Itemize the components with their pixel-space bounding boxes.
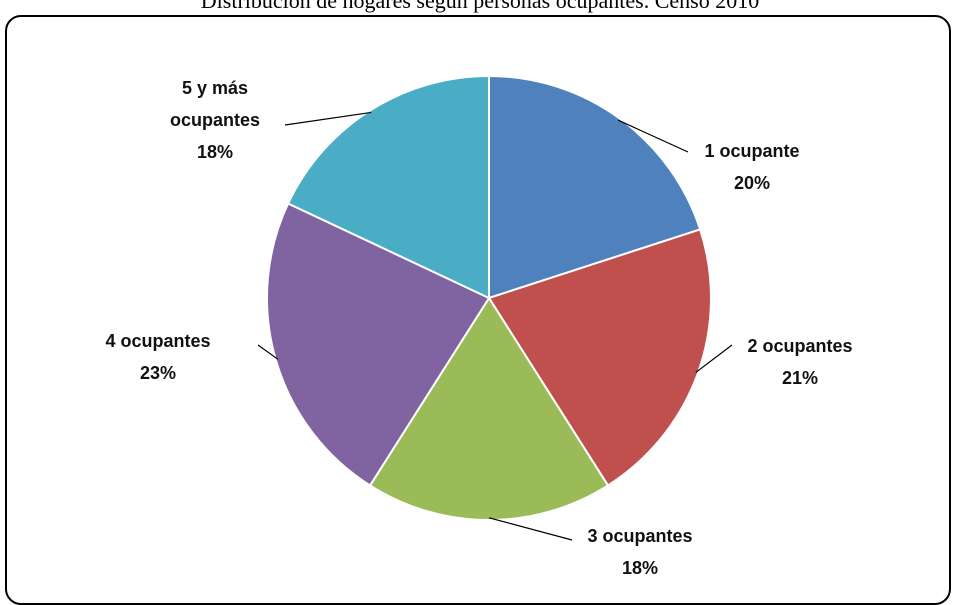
pie-slice [488,74,702,300]
data-label: 3 ocupantes 18% [587,520,692,584]
leader-line [617,119,689,153]
pie-slice [266,202,491,487]
category-label: 1 ocupante [704,141,800,161]
value-label: 18% [196,142,234,162]
value-label: 18% [621,558,659,578]
category-label: 4 ocupantes [105,331,211,351]
category-label: 5 y más ocupantes [169,78,261,130]
value-label: 23% [139,363,177,383]
pie-slice [286,74,490,300]
leader-line [257,344,279,360]
leader-line [284,111,372,126]
page: {"chart_data": {"type": "pie", "title": … [5,0,951,605]
value-label: 21% [781,368,819,388]
category-label: 2 ocupantes [747,336,853,356]
data-label: 4 ocupantes 23% [105,325,210,389]
pie-slice [487,228,712,487]
data-label: 2 ocupantes 21% [747,330,852,394]
leader-line [488,517,573,541]
value-label: 20% [733,173,771,193]
leader-line [695,344,733,373]
chart-title: Distribución de hogares según personas o… [200,0,760,13]
chart [257,74,733,541]
data-label: 5 y más ocupantes 18% [145,72,285,168]
pie-slice [368,296,610,521]
category-label: 3 ocupantes [587,526,693,546]
data-label: 1 ocupante 20% [704,135,799,199]
